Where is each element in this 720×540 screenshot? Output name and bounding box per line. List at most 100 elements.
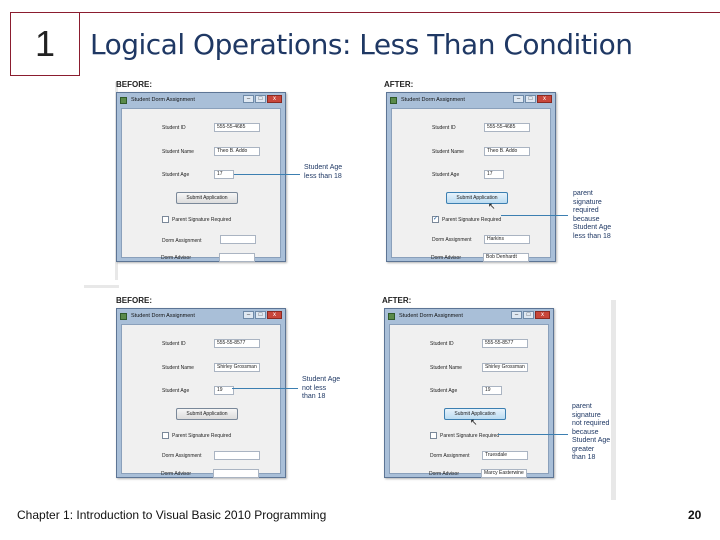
after-label-bottom: AFTER: <box>382 296 412 305</box>
submit-application-button[interactable]: Submit Application <box>444 408 506 420</box>
callout-line <box>232 388 298 389</box>
close-button[interactable]: x <box>267 95 282 103</box>
note-top-left: Student Age less than 18 <box>304 164 342 181</box>
dorm-advisor-field[interactable] <box>219 253 255 262</box>
mouse-pointer-icon: ↖ <box>488 201 496 211</box>
dorm-advisor-label: Dorm Advisor <box>161 255 192 261</box>
note-line: Student Age <box>302 376 341 383</box>
slide-footer: Chapter 1: Introduction to Visual Basic … <box>17 508 327 522</box>
student-name-field[interactable]: Shirley Grossman <box>214 363 260 372</box>
submit-application-button[interactable]: Submit Application <box>446 192 508 204</box>
student-id-field[interactable]: 555-55-8577 <box>214 339 260 348</box>
student-id-field[interactable]: 555-55-4685 <box>214 123 260 132</box>
submit-application-button[interactable]: Submit Application <box>176 408 238 420</box>
app-icon <box>388 312 395 320</box>
window-title: Student Dorm Assignment <box>401 97 465 103</box>
app-icon <box>390 96 397 104</box>
minimize-button[interactable]: – <box>513 95 524 103</box>
callout-line <box>498 434 568 435</box>
note-top-right: parent signature required because Studen… <box>573 190 611 241</box>
note-line: parent <box>572 403 592 410</box>
student-age-label: Student Age <box>162 388 190 394</box>
note-line: because <box>573 215 600 223</box>
parent-signature-checkbox[interactable]: ✓ <box>432 216 439 223</box>
minimize-button[interactable]: – <box>243 95 254 103</box>
callout-line <box>501 215 568 216</box>
note-line: not required <box>572 420 610 427</box>
parent-signature-label: Parent Signature Required <box>172 433 232 439</box>
student-age-label: Student Age <box>162 172 190 178</box>
parent-signature-label: Parent Signature Required <box>440 433 500 439</box>
note-line: signature <box>572 411 601 419</box>
close-button[interactable]: x <box>535 311 550 319</box>
note-line: less than 18 <box>573 232 611 240</box>
student-name-label: Student Name <box>432 149 464 155</box>
submit-application-button[interactable]: Submit Application <box>176 192 238 204</box>
student-id-label: Student ID <box>432 125 456 131</box>
dorm-assignment-field[interactable]: Truesdale <box>482 451 528 460</box>
note-line: parent <box>573 190 593 197</box>
note-line: Student Age <box>573 224 612 231</box>
before-label-top: BEFORE: <box>116 80 152 89</box>
parent-signature-label: Parent Signature Required <box>442 217 502 223</box>
title-bar: Student Dorm Assignment – □ x <box>385 309 553 323</box>
student-id-label: Student ID <box>430 341 454 347</box>
form-client-area: Student ID 555-55-4685 Student Name Theo… <box>121 108 281 258</box>
minimize-button[interactable]: – <box>243 311 254 319</box>
dorm-advisor-field[interactable]: Bob Denhardt <box>483 253 529 262</box>
student-name-label: Student Name <box>430 365 462 371</box>
dorm-advisor-label: Dorm Advisor <box>161 471 192 477</box>
title-bar: Student Dorm Assignment – □ x <box>117 93 285 107</box>
student-age-field[interactable]: 19 <box>214 386 234 395</box>
mid-shadow-strip <box>84 285 119 288</box>
student-dorm-window: Student Dorm Assignment – □ x Student ID… <box>384 308 554 478</box>
parent-signature-label: Parent Signature Required <box>172 217 232 223</box>
note-line: Student Age <box>572 437 611 444</box>
window-title: Student Dorm Assignment <box>399 313 463 319</box>
minimize-button[interactable]: – <box>511 311 522 319</box>
note-line: not less <box>302 384 327 392</box>
dorm-assignment-label: Dorm Assignment <box>162 238 202 244</box>
parent-signature-checkbox[interactable] <box>162 216 169 223</box>
dorm-advisor-field[interactable]: Marcy Easterwine <box>481 469 527 478</box>
dorm-assignment-field[interactable] <box>214 451 260 460</box>
student-age-label: Student Age <box>432 172 460 178</box>
parent-signature-checkbox[interactable] <box>430 432 437 439</box>
student-dorm-window: Student Dorm Assignment – □ x Student ID… <box>116 92 286 262</box>
dorm-assignment-field[interactable] <box>220 235 256 244</box>
student-age-field[interactable]: 17 <box>214 170 234 179</box>
close-button[interactable]: x <box>537 95 552 103</box>
dorm-assignment-label: Dorm Assignment <box>162 453 202 459</box>
note-line: than 18 <box>302 393 326 400</box>
student-age-field[interactable]: 17 <box>484 170 504 179</box>
maximize-button[interactable]: □ <box>255 95 266 103</box>
student-name-field[interactable]: Theo B. Addo <box>214 147 260 156</box>
window-title: Student Dorm Assignment <box>131 97 195 103</box>
student-dorm-window: Student Dorm Assignment – □ x Student ID… <box>116 308 286 478</box>
student-id-field[interactable]: 555-55-8577 <box>482 339 528 348</box>
dorm-assignment-label: Dorm Assignment <box>432 237 472 243</box>
student-name-label: Student Name <box>162 149 194 155</box>
maximize-button[interactable]: □ <box>523 311 534 319</box>
callout-line <box>234 174 300 175</box>
student-name-field[interactable]: Theo B. Addo <box>484 147 530 156</box>
note-line: signature <box>573 198 602 206</box>
title-bar: Student Dorm Assignment – □ x <box>387 93 555 107</box>
maximize-button[interactable]: □ <box>525 95 536 103</box>
maximize-button[interactable]: □ <box>255 311 266 319</box>
form-client-area: Student ID 555-55-4685 Student Name Theo… <box>391 108 551 258</box>
student-id-field[interactable]: 555-55-4685 <box>484 123 530 132</box>
page-number: 20 <box>688 508 702 522</box>
dorm-assignment-field[interactable]: Harkins <box>484 235 530 244</box>
student-name-field[interactable]: Shirley Grossman <box>482 363 528 372</box>
student-age-field[interactable]: 19 <box>482 386 502 395</box>
note-line: than 18 <box>572 454 596 461</box>
right-shadow-strip <box>611 300 616 500</box>
note-bottom-left: Student Age not less than 18 <box>302 376 340 402</box>
parent-signature-checkbox[interactable] <box>162 432 169 439</box>
dorm-advisor-field[interactable] <box>213 469 259 478</box>
student-name-label: Student Name <box>162 365 194 371</box>
note-line: greater <box>572 445 595 453</box>
close-button[interactable]: x <box>267 311 282 319</box>
after-label-top: AFTER: <box>384 80 414 89</box>
